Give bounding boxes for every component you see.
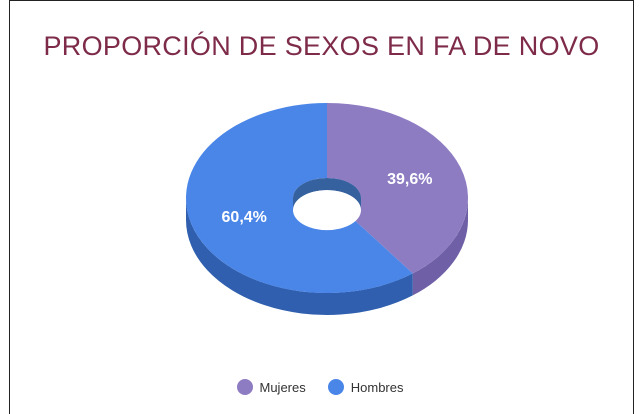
chart-frame: PROPORCIÓN DE SEXOS EN FA DE NOVO — [9, 0, 634, 414]
hole-opening — [293, 190, 361, 231]
slice-mujeres — [327, 103, 469, 274]
legend-item-hombres: Hombres — [327, 379, 404, 395]
hole-inner-wall — [293, 178, 361, 211]
data-label-mujeres: 39,6% — [387, 171, 432, 188]
legend-label-mujeres: Mujeres — [259, 379, 306, 395]
legend-item-mujeres: Mujeres — [236, 379, 306, 395]
slice-side-mujeres — [412, 198, 468, 296]
legend-swatch-mujeres — [236, 379, 253, 395]
slice-hombres — [186, 103, 413, 293]
chart-title: PROPORCIÓN DE SEXOS EN FA DE NOVO — [43, 31, 600, 61]
legend-label-hombres: Hombres — [350, 379, 404, 395]
data-label-hombres: 60,4% — [222, 209, 267, 226]
slice-side-hombres — [186, 198, 413, 315]
legend-swatch-hombres — [327, 379, 344, 395]
chart-legend: Mujeres Hombres — [0, 379, 640, 395]
